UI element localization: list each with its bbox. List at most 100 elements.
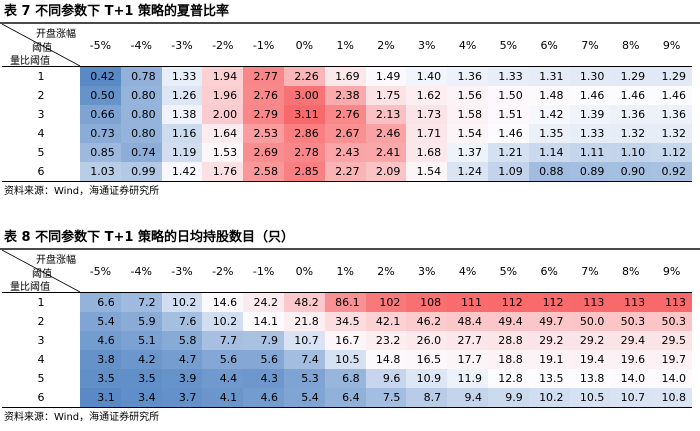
table-cell: 14.6 [202,292,244,312]
column-header: 7% [569,24,611,67]
table-cell: 5.6 [202,350,244,369]
table-cell: 14.1 [243,312,284,331]
table-cell: 1.09 [487,162,529,182]
table-cell: 13.5 [528,369,570,388]
table-cell: 1.58 [447,105,488,124]
column-header: 1% [324,250,366,293]
table-cell: 18.8 [487,350,529,369]
table-cell: 50.0 [569,312,611,331]
table-cell: 13.8 [569,369,611,388]
table-row: 2 0.50 0.80 1.26 1.96 2.76 3.00 2.38 1.75 1.62 1.5… [2,86,692,105]
column-header: -2% [202,250,244,293]
table-row: 3 0.66 0.80 1.38 2.00 2.79 3.11 2.76 2.13 1.73 1.5… [2,105,692,124]
table-cell: 6.6 [80,292,121,312]
row-label: 4 [37,127,45,140]
table-cell: 4.4 [202,369,244,388]
row-label: 1 [37,296,45,309]
corner-label-volume-ratio: 量比阈值 [10,56,50,67]
table-cell: 2.58 [243,162,284,182]
table-cell: 2.76 [243,86,284,105]
table7-body: 1 0.42 0.78 1.33 1.94 2.77 2.26 1.69 1.49 1.40 1.3… [2,66,692,182]
table-cell: 14.0 [651,369,692,388]
table-cell: 11.9 [447,369,488,388]
table-cell: 1.37 [447,143,488,162]
table7-header-row: 开盘涨幅 阈值 量比阈值 -5% -4% -3% -2% -1% 0% 1% 2… [2,24,692,67]
table-cell: 3.5 [80,369,121,388]
table-cell: 4.7 [161,350,203,369]
table-row: 3 4.6 5.1 5.8 7.7 7.9 10.7 16.7 23.2 26.0 27.7 28.8… [2,331,692,350]
table-cell: 5.1 [120,331,162,350]
column-header: -1% [243,24,284,67]
table-cell: 1.26 [161,86,203,105]
table-cell: 2.85 [283,162,325,182]
corner-label-open-gain: 开盘涨幅 [36,255,76,266]
column-header: 5% [487,250,529,293]
table-cell: 2.41 [365,143,407,162]
table-cell: 1.51 [487,105,529,124]
table-cell: 1.54 [447,124,488,143]
table-cell: 7.4 [283,350,325,369]
table8-source-note: 资料来源：Wind，海通证券研究所 [4,412,160,423]
table-cell: 4.2 [120,350,162,369]
table-cell: 113 [610,292,652,312]
table-cell: 5.4 [283,388,325,408]
table-cell: 4.1 [202,388,244,408]
table-cell: 1.62 [406,86,448,105]
table-cell: 112 [487,292,529,312]
table-row: 5 3.5 3.5 3.9 4.4 4.3 5.3 6.8 9.6 10.9 11.9 12.8 13.… [2,369,692,388]
table-cell: 10.5 [324,350,366,369]
row-label: 6 [2,162,80,182]
column-header: 4% [447,24,488,67]
table-cell: 19.4 [569,350,611,369]
table-cell: 4.3 [243,369,284,388]
table-cell: 3.5 [120,369,162,388]
column-header: -2% [202,24,244,67]
table8-title: 表 8 不同参数下 T+1 策略的日均持股数目（只） [0,226,700,250]
table-cell: 1.03 [80,162,121,182]
table-cell: 5.8 [161,331,203,350]
table8-header-row: 开盘涨幅 阈值 量比阈值 -5% -4% -3% -2% -1% 0% 1% 2… [2,250,692,293]
diagonal-divider-icon [2,24,80,66]
table-cell: 2.53 [243,124,284,143]
table-cell: 0.66 [80,105,121,124]
column-header: 8% [610,24,652,67]
table-cell: 19.1 [528,350,570,369]
table-cell: 28.8 [487,331,529,350]
column-header: -5% [80,24,121,67]
table-cell: 1.24 [447,162,488,182]
column-header: 8% [610,250,652,293]
table-cell: 1.30 [569,66,611,86]
table-cell: 1.46 [651,86,692,105]
column-header: -1% [243,250,284,293]
table-row: 5 0.85 0.74 1.19 1.53 2.69 2.78 2.43 2.41 1.68 1.3… [2,143,692,162]
table-cell: 1.69 [324,66,366,86]
table-cell: 0.88 [528,162,570,182]
table-cell: 10.2 [528,388,570,408]
table-cell: 3.00 [283,86,325,105]
table7-section: 表 7 不同参数下 T+1 策略的夏普比率 开盘涨幅 阈值 量比阈值 -5% -… [0,0,700,202]
table-cell: 1.33 [487,66,529,86]
table-cell: 29.4 [610,331,652,350]
table-cell: 27.7 [447,331,488,350]
column-header: 0% [283,250,325,293]
table-cell: 0.50 [80,86,121,105]
table-cell: 42.1 [365,312,407,331]
table-cell: 0.80 [120,86,162,105]
column-header: 2% [365,250,407,293]
table7-source-note: 资料来源：Wind，海通证券研究所 [4,186,160,197]
table-cell: 1.36 [610,105,652,124]
table-cell: 21.8 [283,312,325,331]
table-cell: 0.80 [120,105,162,124]
table-cell: 1.68 [406,143,448,162]
column-header: 3% [406,250,448,293]
table-cell: 0.80 [120,124,162,143]
table-cell: 10.7 [283,331,325,350]
table-cell: 23.2 [365,331,407,350]
table-cell: 0.42 [80,66,121,86]
row-label: 3 [37,334,45,347]
column-header: 7% [569,250,611,293]
table-cell: 0.73 [80,124,121,143]
table-cell: 48.2 [283,292,325,312]
table-cell: 1.73 [406,105,448,124]
